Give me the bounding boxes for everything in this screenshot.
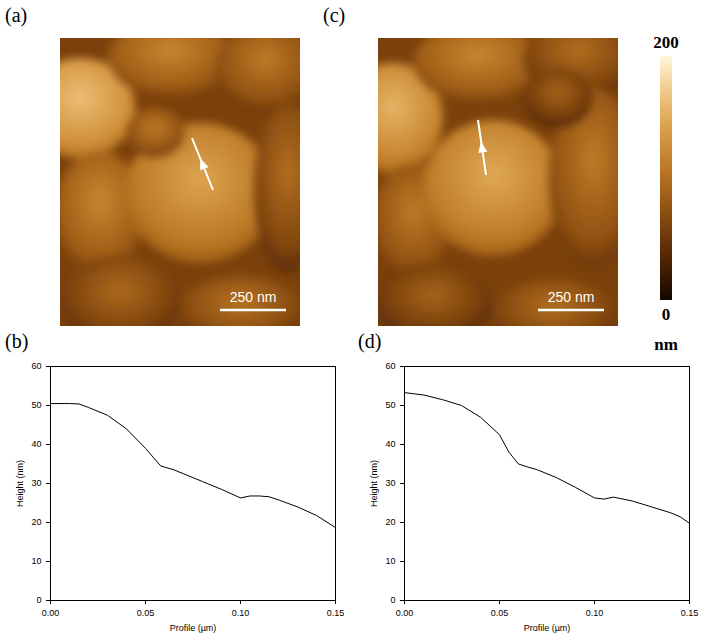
svg-text:0.05: 0.05 [137, 608, 155, 618]
svg-text:10: 10 [385, 556, 395, 566]
svg-text:40: 40 [385, 439, 395, 449]
svg-text:0.00: 0.00 [42, 608, 60, 618]
svg-text:20: 20 [385, 517, 395, 527]
svg-text:nm: nm [654, 335, 678, 354]
svg-text:Profile (µm): Profile (µm) [524, 623, 571, 633]
svg-text:50: 50 [31, 400, 41, 410]
svg-text:60: 60 [31, 361, 41, 371]
svg-text:250 nm: 250 nm [230, 289, 277, 305]
svg-text:Height (nm): Height (nm) [15, 460, 25, 507]
html-text:(c): (c) [323, 4, 346, 26]
svg-text:10: 10 [31, 556, 41, 566]
svg-text:0.00: 0.00 [396, 608, 414, 618]
svg-text:30: 30 [31, 478, 41, 488]
svg-text:0.10: 0.10 [232, 608, 250, 618]
html-text:(a): (a) [5, 4, 28, 26]
svg-text:0.15: 0.15 [681, 608, 699, 618]
svg-text:Profile (µm): Profile (µm) [170, 623, 217, 633]
svg-text:0.15: 0.15 [327, 608, 345, 618]
svg-text:0.10: 0.10 [586, 608, 604, 618]
svg-text:40: 40 [31, 439, 41, 449]
svg-text:Height (nm): Height (nm) [369, 460, 379, 507]
svg-text:0: 0 [662, 305, 671, 324]
svg-text:20: 20 [31, 517, 41, 527]
svg-text:30: 30 [385, 478, 395, 488]
svg-text:0.05: 0.05 [491, 608, 509, 618]
html-text:(b): (b) [5, 330, 29, 352]
svg-text:200: 200 [653, 33, 679, 52]
svg-text:0: 0 [390, 595, 395, 605]
svg-text:50: 50 [385, 400, 395, 410]
svg-text:0: 0 [36, 595, 41, 605]
html-text:(d): (d) [358, 330, 382, 352]
svg-text:60: 60 [385, 361, 395, 371]
svg-text:250 nm: 250 nm [548, 289, 595, 305]
